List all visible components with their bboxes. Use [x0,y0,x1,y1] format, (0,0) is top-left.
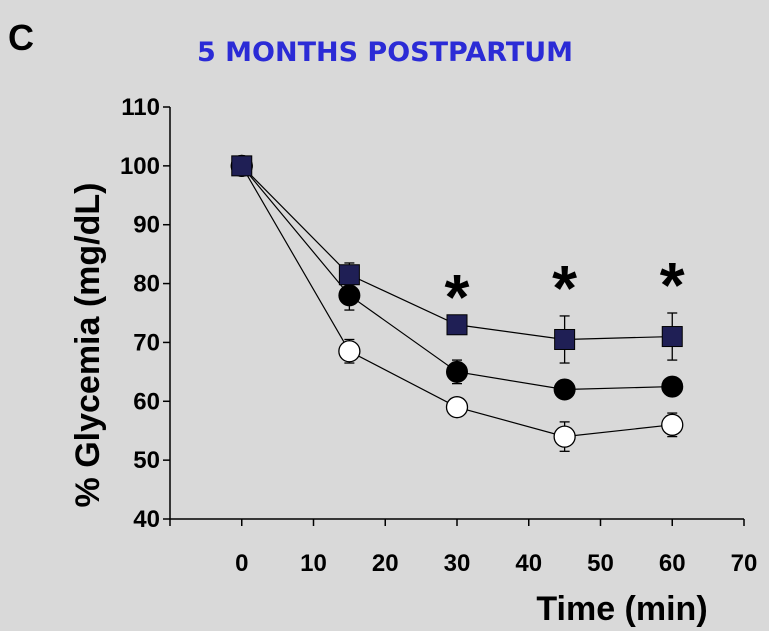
filled-circle-marker [446,360,468,383]
filled-circle-marker [338,284,361,307]
x-tick-label: 20 [372,550,399,577]
y-tick-label: 100 [120,153,160,180]
x-tick-label: 70 [731,550,758,577]
y-tick-label: 60 [133,388,160,415]
panel-letter: C [8,17,34,58]
y-tick-label: 70 [133,329,160,356]
square-marker [231,155,253,177]
axes [163,106,745,526]
open-circle-marker [445,396,469,419]
y-tick-label: 90 [133,212,160,239]
y-tick-label: 110 [121,94,160,121]
x-tick-label: 40 [515,550,542,577]
open-circle-marker [338,340,361,363]
filled-circle-marker [553,378,576,401]
x-tick-label: 10 [300,550,327,577]
significance-annotations: * * * [445,249,685,333]
error-bars [344,262,678,452]
significance-star: * [445,261,470,333]
x-tick-label: 30 [444,550,471,577]
data-markers [230,154,684,448]
significance-star: * [552,252,577,324]
open-circle-marker [661,413,684,436]
x-tick-label: 0 [235,550,248,577]
square-marker [338,264,360,286]
y-tick-label: 50 [133,447,160,474]
y-axis-label: % Glycemia (mg/dL) [69,183,107,508]
x-tick-label: 50 [587,550,614,577]
square-marker [554,328,576,350]
significance-star: * [660,249,685,321]
y-tick-label: 40 [133,506,160,533]
x-tick-label: 60 [659,550,686,577]
x-axis-label: Time (min) [536,590,707,628]
square-marker [446,314,468,336]
y-tick-label: 80 [133,271,160,298]
chart-title: 5 MONTHS POSTPARTUM [197,37,573,68]
filled-circle-marker [661,375,684,398]
open-circle-marker [553,425,576,448]
square-marker [661,326,683,348]
tick-labels: 40 50 60 70 80 90 100 110 0 10 20 30 40 50 60 70 [120,94,757,577]
